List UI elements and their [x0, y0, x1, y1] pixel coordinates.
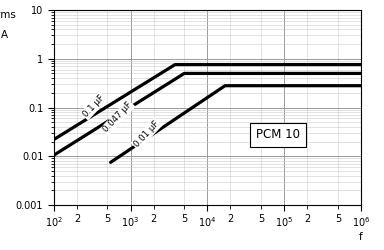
Text: 0.1 μF: 0.1 μF — [81, 93, 106, 119]
Text: A: A — [1, 30, 8, 40]
Text: f: f — [359, 232, 363, 242]
Text: 0.01 μF: 0.01 μF — [132, 119, 161, 149]
Text: Irms: Irms — [0, 10, 16, 20]
Text: PCM 10: PCM 10 — [256, 128, 300, 141]
Text: 0.047 μF: 0.047 μF — [102, 100, 134, 134]
